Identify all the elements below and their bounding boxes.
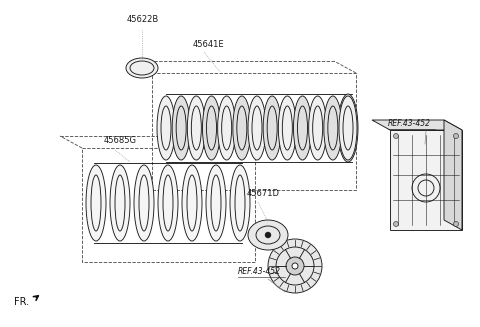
Ellipse shape	[187, 96, 205, 160]
Text: REF.43-452: REF.43-452	[388, 119, 431, 128]
Ellipse shape	[206, 165, 226, 241]
Ellipse shape	[338, 94, 358, 162]
Circle shape	[454, 221, 458, 227]
Text: 45671D: 45671D	[247, 189, 280, 198]
Text: FR.: FR.	[14, 297, 29, 307]
Polygon shape	[444, 120, 462, 230]
Ellipse shape	[172, 96, 190, 160]
Circle shape	[394, 133, 398, 139]
Ellipse shape	[263, 96, 281, 160]
Circle shape	[292, 263, 298, 269]
Ellipse shape	[248, 220, 288, 250]
Text: 45622B: 45622B	[127, 15, 159, 24]
Polygon shape	[372, 120, 462, 130]
Ellipse shape	[158, 165, 178, 241]
Ellipse shape	[230, 165, 250, 241]
Ellipse shape	[182, 165, 202, 241]
Ellipse shape	[126, 58, 158, 78]
Ellipse shape	[309, 96, 327, 160]
Ellipse shape	[110, 165, 130, 241]
Ellipse shape	[293, 96, 312, 160]
Polygon shape	[390, 130, 462, 230]
Circle shape	[454, 133, 458, 139]
Ellipse shape	[248, 96, 266, 160]
Circle shape	[286, 257, 304, 275]
Text: 45641E: 45641E	[193, 40, 225, 49]
Ellipse shape	[217, 96, 236, 160]
Ellipse shape	[233, 96, 251, 160]
Circle shape	[394, 221, 398, 227]
Circle shape	[268, 239, 322, 293]
Ellipse shape	[134, 165, 154, 241]
Ellipse shape	[339, 96, 357, 160]
Ellipse shape	[265, 232, 271, 238]
Ellipse shape	[203, 96, 220, 160]
Ellipse shape	[157, 96, 175, 160]
Ellipse shape	[278, 96, 296, 160]
Text: REF.43-452: REF.43-452	[238, 267, 281, 276]
Text: 45685G: 45685G	[104, 136, 137, 145]
Ellipse shape	[324, 96, 342, 160]
Ellipse shape	[86, 165, 106, 241]
